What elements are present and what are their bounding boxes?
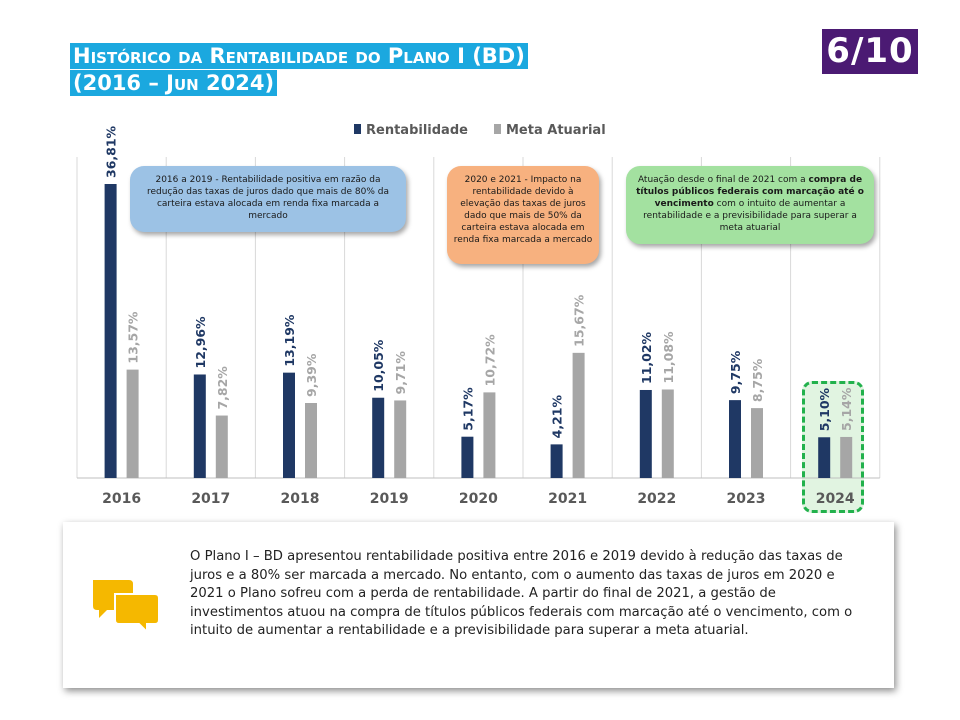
data-label-meta-2017: 7,82% [215,366,230,410]
page-counter: 6/10 [822,29,918,74]
bar-rentabilidade-2020 [461,436,474,478]
data-label-rentabilidade-2019: 10,05% [371,339,386,392]
x-tick-label-2020: 2020 [459,491,498,507]
callout-green-text-bold: compra de títulos públicos federais com … [636,175,864,209]
bar-meta-2016 [126,369,139,478]
summary-box: O Plano I – BD apresentou rentabilidade … [63,522,894,688]
data-label-rentabilidade-2023: 9,75% [728,350,743,394]
bar-rentabilidade-2021 [550,444,563,478]
legend-label-0: Rentabilidade [366,123,468,138]
x-tick-label-2017: 2017 [191,491,230,507]
bar-rentabilidade-2023 [729,400,741,478]
callout-green-text-before: Atuação desde o final de 2021 com a [637,175,809,185]
data-label-rentabilidade-2021: 4,21% [550,395,565,439]
data-label-rentabilidade-2024: 5,10% [817,387,832,431]
data-label-rentabilidade-2022: 11,02% [639,331,654,384]
callout-2020-2021: 2020 e 2021 - Impacto na rentabilidade d… [447,166,599,264]
bar-meta-2020 [483,392,496,478]
x-tick-label-2024: 2024 [816,491,855,507]
page-title-line-2: (2016 – Jun 2024) [70,70,278,96]
data-label-meta-2023: 8,75% [750,358,765,402]
legend-swatch-1 [494,124,501,134]
bar-meta-2024 [840,436,853,478]
summary-text: O Plano I – BD apresentou rentabilidade … [190,549,853,639]
bar-meta-2018 [305,403,317,478]
x-tick-label-2018: 2018 [281,491,320,507]
data-label-rentabilidade-2018: 13,19% [282,314,297,367]
callout-2016-2019: 2016 a 2019 - Rentabilidade positiva em … [130,166,406,232]
data-label-rentabilidade-2020: 5,17% [460,387,475,431]
data-label-meta-2024: 5,14% [839,387,854,431]
bar-meta-2019 [394,400,407,478]
bar-rentabilidade-2017 [193,374,206,478]
callout-green-text-after: com o intuito de aumentar a rentabilidad… [643,199,857,233]
data-label-rentabilidade-2017: 12,96% [193,316,208,369]
bar-meta-2022 [661,389,674,478]
bar-rentabilidade-2019 [372,397,385,478]
data-label-meta-2019: 9,71% [393,351,408,395]
x-tick-label-2021: 2021 [548,491,587,507]
x-tick-label-2023: 2023 [727,491,766,507]
legend-swatch-0 [354,124,361,134]
chat-bubbles-icon [93,580,160,634]
bar-chart: Rentabilidade Meta Atuarial 36,81% 13,57% 20… [76,123,881,507]
callout-since-2021: Atuação desde o final de 2021 com a comp… [626,166,874,244]
bar-meta-2023 [751,408,763,478]
highlight-2024-box [802,381,864,513]
bar-rentabilidade-2022 [639,389,652,478]
x-tick-label-2022: 2022 [637,491,676,507]
x-tick-label-2019: 2019 [370,491,409,507]
x-tick-label-2016: 2016 [102,491,141,507]
bar-meta-2017 [215,415,228,478]
page-title: Histórico da Rentabilidade do Plano I (B… [70,43,528,96]
bar-rentabilidade-2018 [283,372,295,478]
bar-rentabilidade-2016 [104,184,117,478]
bar-meta-2021 [572,352,585,478]
data-label-rentabilidade-2016: 36,81% [104,125,119,178]
data-label-meta-2022: 11,08% [661,331,676,384]
legend-label-1: Meta Atuarial [506,123,606,138]
page-title-line-1: Histórico da Rentabilidade do Plano I (B… [70,43,528,69]
data-label-meta-2021: 15,67% [572,294,587,347]
data-label-meta-2020: 10,72% [482,334,497,387]
bar-rentabilidade-2024 [818,437,831,478]
data-label-meta-2016: 13,57% [126,311,141,364]
data-label-meta-2018: 9,39% [304,353,319,397]
